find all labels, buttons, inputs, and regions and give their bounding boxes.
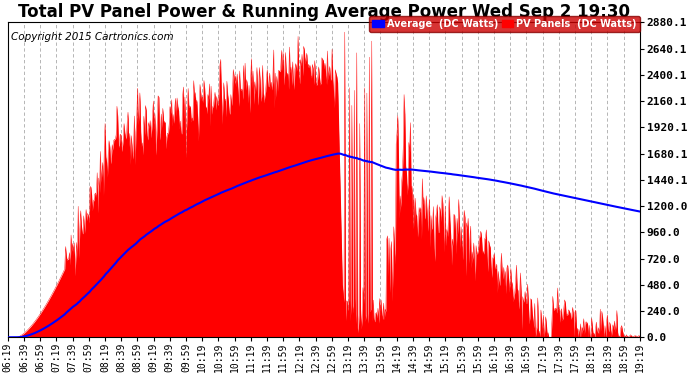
Text: Copyright 2015 Cartronics.com: Copyright 2015 Cartronics.com — [11, 32, 174, 42]
Legend: Average  (DC Watts), PV Panels  (DC Watts): Average (DC Watts), PV Panels (DC Watts) — [369, 16, 640, 32]
Title: Total PV Panel Power & Running Average Power Wed Sep 2 19:30: Total PV Panel Power & Running Average P… — [18, 3, 630, 21]
